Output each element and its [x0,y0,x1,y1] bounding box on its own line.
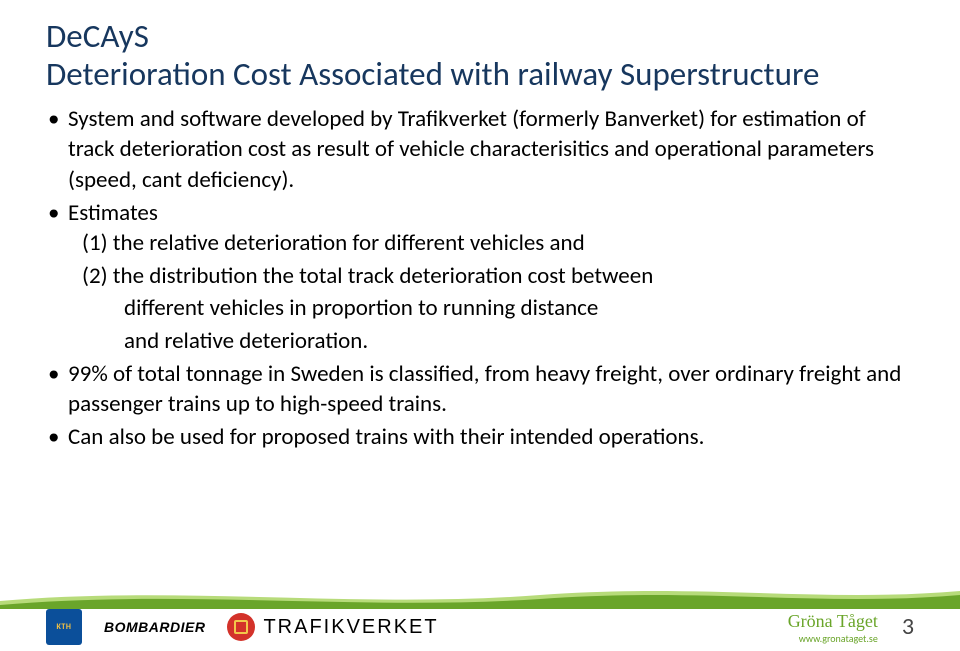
list-item: System and software developed by Trafikv… [46,104,914,196]
sub-item: (2) the distribution the total track det… [82,261,914,292]
title-line-2: Deterioration Cost Associated with railw… [46,54,819,94]
kth-text: KTH [57,622,72,632]
decorative-wave [0,581,960,609]
sub-item-indent: different vehicles in proportion to runn… [82,293,914,324]
trafikverket-icon [227,613,255,641]
bullet-text: 99% of total tonnage in Sweden is classi… [68,360,901,419]
grona-url: www.gronataget.se [788,632,878,645]
sub-item-indent: and relative deterioration. [82,326,914,357]
bullet-text: Can also be used for proposed trains wit… [68,423,704,451]
grona-taget-logo: Gröna Tåget www.gronataget.se [788,611,878,645]
title-line-1: DeCAyS [46,16,149,56]
list-item: Estimates (1) the relative deterioration… [46,198,914,357]
page-number: 3 [902,612,914,645]
footer-right: Gröna Tåget www.gronataget.se 3 [788,611,914,645]
kth-logo: KTH [46,609,82,645]
bullet-text: Estimates [68,199,158,227]
list-item: Can also be used for proposed trains wit… [46,422,914,453]
bullet-text: System and software developed by Trafikv… [68,105,874,194]
trafikverket-logo: TRAFIKVERKET [227,613,438,641]
bullet-list: System and software developed by Trafikv… [46,104,914,452]
footer: KTH BOMBARDIER TRAFIKVERKET Gröna Tåget … [0,581,960,651]
footer-logos: KTH BOMBARDIER TRAFIKVERKET [46,609,439,645]
bombardier-logo: BOMBARDIER [104,619,205,635]
list-item: 99% of total tonnage in Sweden is classi… [46,359,914,420]
grona-name: Gröna Tåget [788,611,878,632]
page-title: DeCAyS Deterioration Cost Associated wit… [46,18,914,94]
sub-list: (1) the relative deterioration for diffe… [68,228,914,356]
sub-item: (1) the relative deterioration for diffe… [82,228,914,259]
trafikverket-text: TRAFIKVERKET [263,616,438,639]
